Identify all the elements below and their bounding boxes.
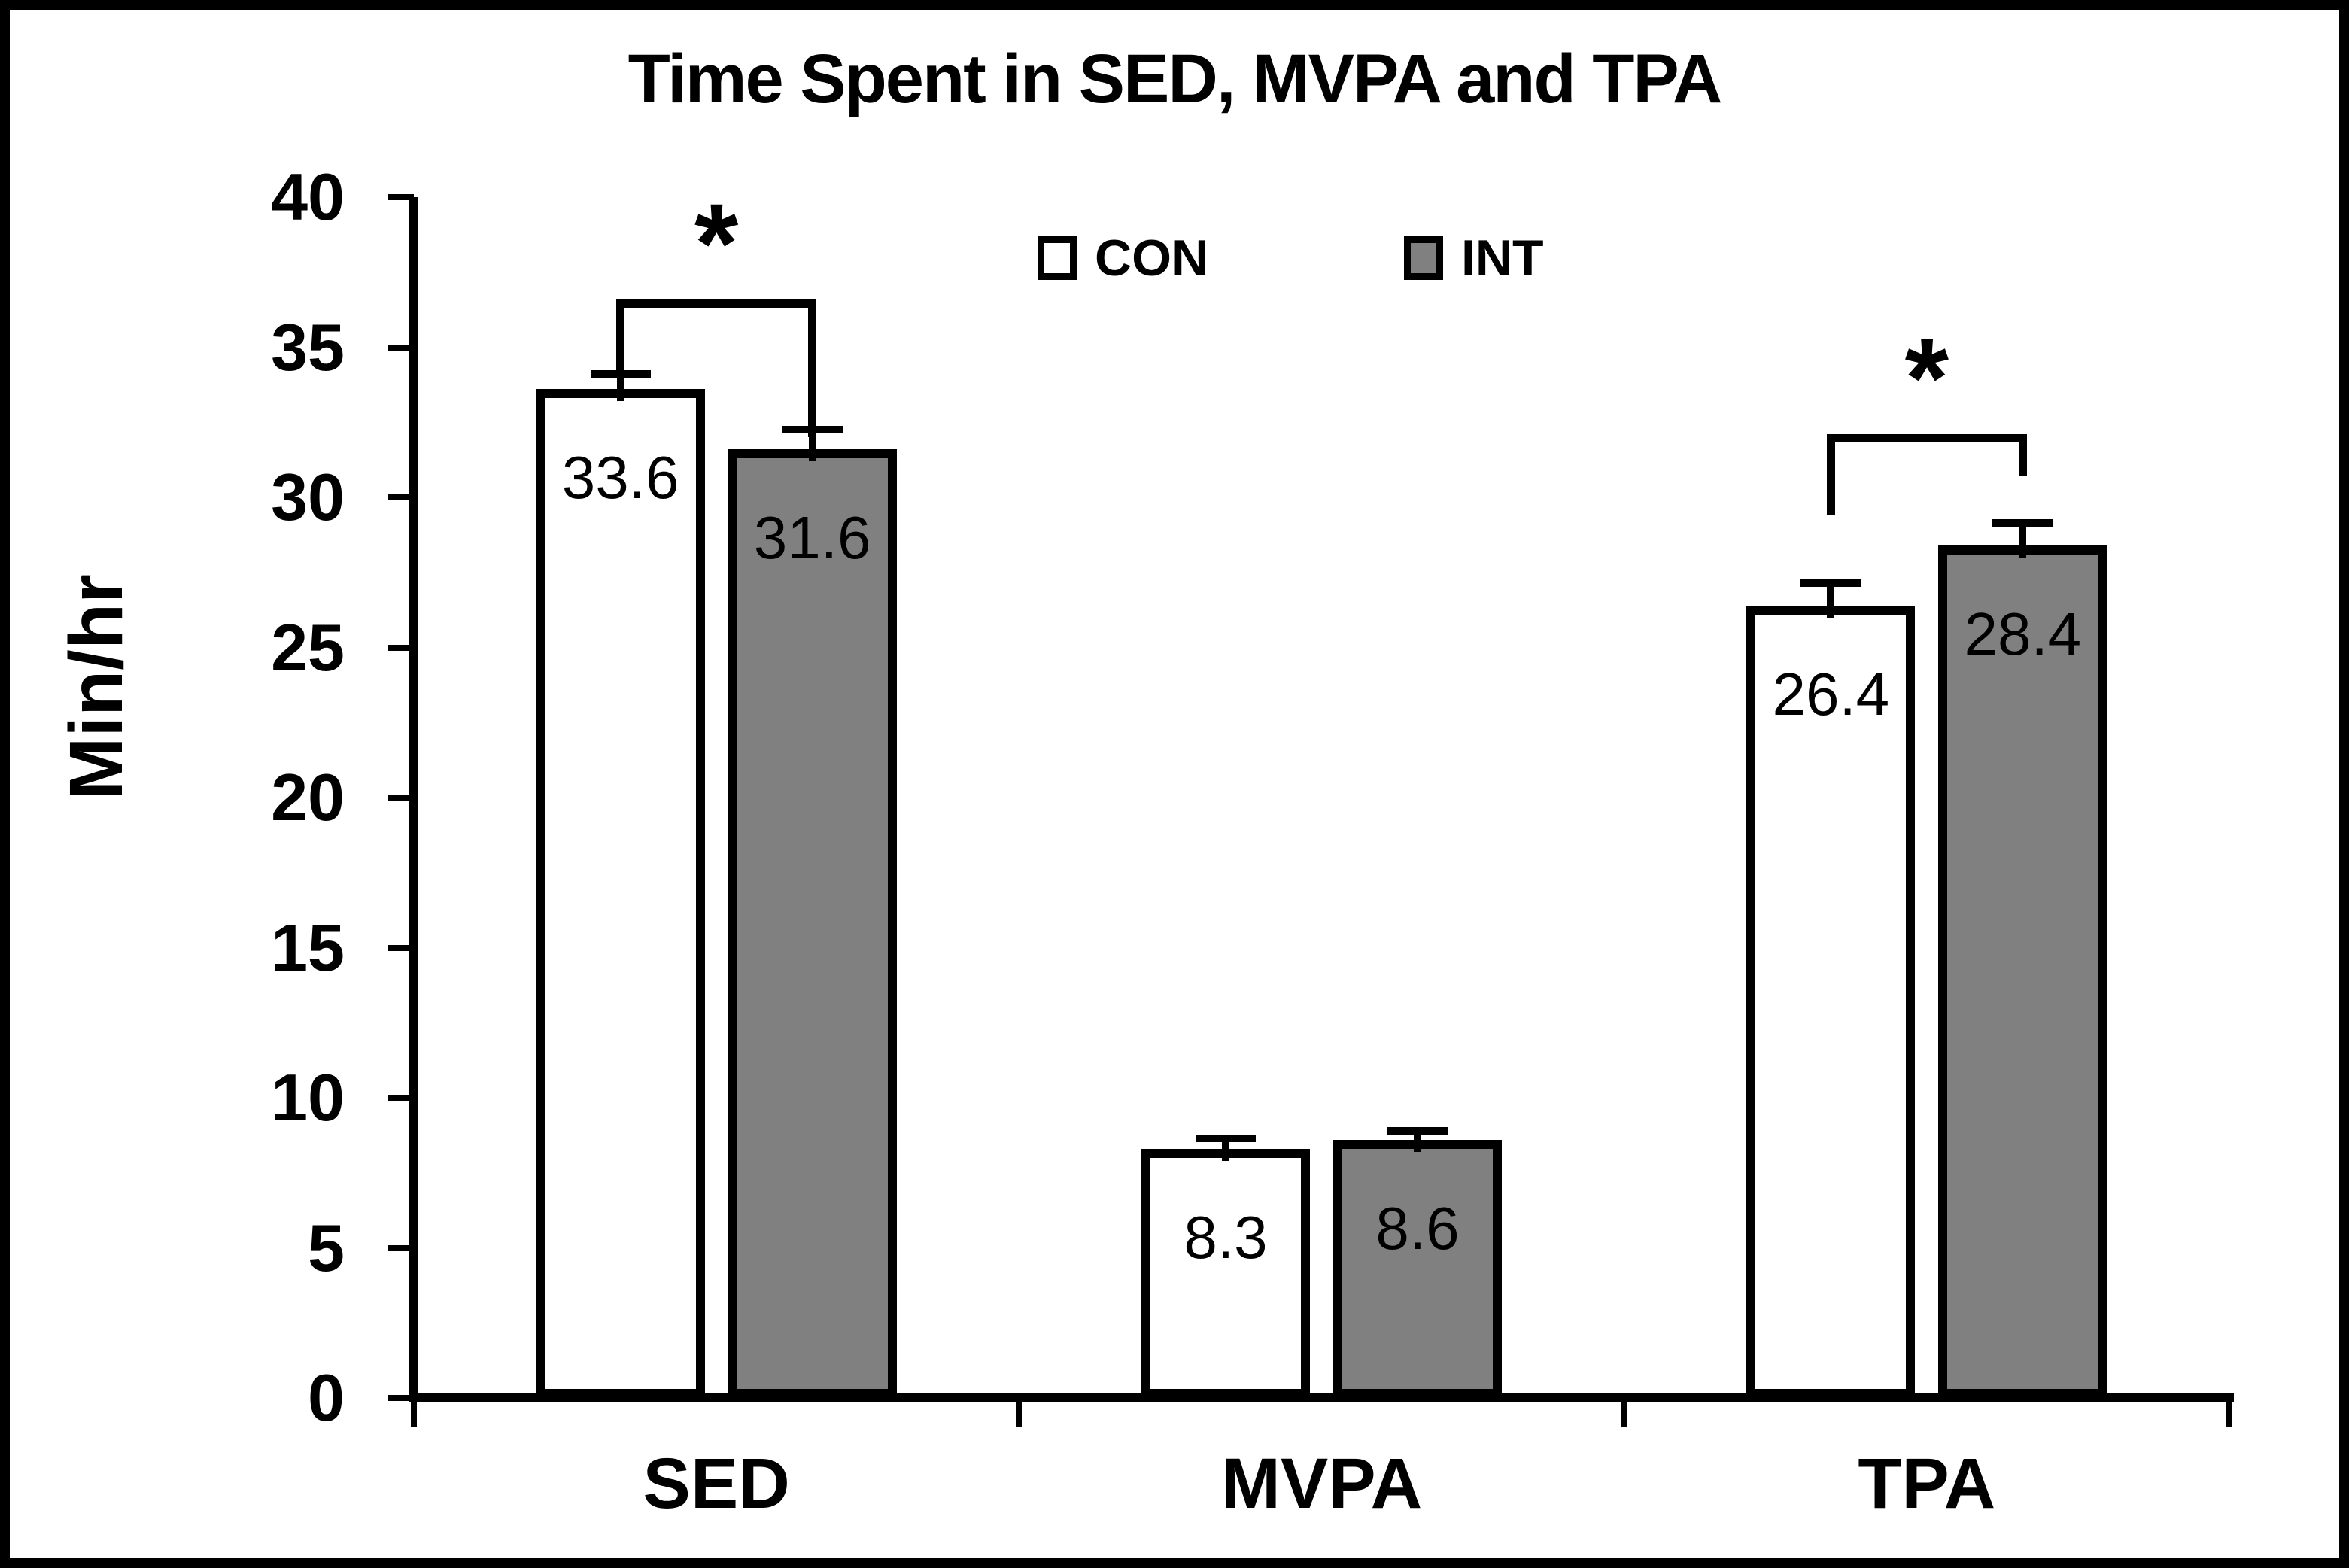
- significance-bracket-left-drop: [616, 299, 625, 372]
- x-tick: [411, 1398, 417, 1427]
- y-tick: [388, 944, 414, 951]
- error-bar-cap: [1387, 1126, 1448, 1135]
- error-bar-stem: [808, 430, 816, 462]
- error-bar-cap: [1800, 579, 1861, 587]
- bar-value-label: 33.6: [561, 444, 679, 512]
- legend-swatch-con: [1038, 236, 1077, 280]
- y-tick: [388, 344, 414, 351]
- significance-bracket-right-drop: [808, 299, 817, 438]
- significance-bracket-left-drop: [1826, 434, 1835, 515]
- y-tick: [388, 1395, 414, 1401]
- error-bar-cap: [1992, 518, 2053, 527]
- bar-int-tpa: [1938, 545, 2107, 1398]
- significance-star: *: [1904, 315, 1949, 442]
- significance-bracket-bar: [616, 299, 817, 308]
- y-tick-label: 0: [308, 1360, 345, 1435]
- x-category-label: MVPA: [1220, 1444, 1423, 1524]
- y-tick-label: 30: [271, 460, 345, 534]
- error-bar-stem: [1222, 1138, 1229, 1161]
- y-axis-line: [409, 197, 418, 1402]
- legend-label-int: INT: [1461, 229, 1544, 287]
- bar-value-label: 8.3: [1184, 1203, 1268, 1271]
- y-tick: [388, 1244, 414, 1251]
- error-bar-stem: [616, 374, 624, 402]
- x-category-label: TPA: [1858, 1444, 1996, 1524]
- y-tick: [388, 194, 414, 200]
- legend-label-con: CON: [1095, 229, 1209, 287]
- x-tick: [1621, 1398, 1627, 1427]
- y-tick: [388, 644, 414, 651]
- chart-title: Time Spent in SED, MVPA and TPA: [628, 41, 1723, 117]
- x-tick: [2226, 1398, 2232, 1427]
- error-bar-cap: [590, 370, 651, 378]
- bar-int-sed: [728, 449, 897, 1398]
- bar-con-sed: [536, 389, 705, 1398]
- legend-swatch-int: [1404, 236, 1443, 280]
- y-tick: [388, 1095, 414, 1101]
- bar-con-mvpa: [1141, 1148, 1310, 1398]
- bar-value-label: 26.4: [1772, 660, 1890, 728]
- y-tick: [388, 494, 414, 500]
- x-tick: [1016, 1398, 1023, 1427]
- significance-bracket-bar: [1826, 434, 2027, 443]
- y-tick-label: 5: [308, 1210, 345, 1285]
- y-tick-label: 25: [271, 609, 345, 685]
- bar-value-label: 8.6: [1375, 1194, 1460, 1262]
- plot-area: 0 5 10 15 20 25 30 35 40 SED MVPA TPA 33.6 8.3 26.4 31.…: [10, 10, 2339, 1558]
- error-bar-cap: [1196, 1134, 1256, 1142]
- significance-bracket-right-drop: [2018, 434, 2027, 477]
- y-tick-label: 10: [271, 1060, 345, 1135]
- error-bar-stem: [2019, 522, 2027, 558]
- significance-star: *: [694, 179, 739, 306]
- error-bar-stem: [1827, 582, 1835, 618]
- y-tick-label: 15: [271, 910, 345, 985]
- y-tick-label: 40: [271, 160, 345, 234]
- bar-value-label: 28.4: [1964, 600, 2082, 667]
- y-tick-label: 20: [271, 760, 345, 834]
- bar-value-label: 31.6: [753, 504, 871, 572]
- bar-con-tpa: [1746, 605, 1916, 1398]
- y-tick-label: 35: [271, 309, 345, 384]
- bar-int-mvpa: [1333, 1139, 1502, 1398]
- legend-item-int: INT: [1404, 229, 1544, 287]
- y-tick: [388, 795, 414, 801]
- legend: CON INT: [10, 229, 2339, 287]
- legend-item-con: CON: [1038, 229, 1209, 287]
- x-category-label: SED: [643, 1444, 790, 1524]
- error-bar-stem: [1414, 1130, 1421, 1152]
